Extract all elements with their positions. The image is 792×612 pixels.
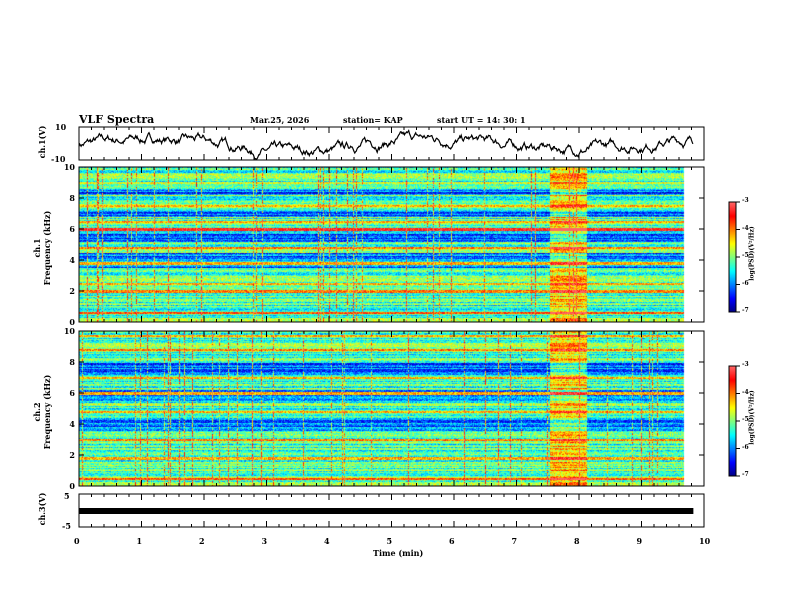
ch1-ylabel: ch.1(V) bbox=[37, 125, 47, 159]
colorbar-tick-label: -5 bbox=[742, 252, 749, 259]
x-tick-label: 10 bbox=[699, 536, 711, 546]
freq-ytick-label: 6 bbox=[69, 224, 75, 234]
x-tick-label: 0 bbox=[74, 536, 80, 546]
colorbar-tick-label: -6 bbox=[742, 279, 749, 287]
freq-ytick-label: 4 bbox=[69, 255, 75, 265]
ch2-spec-ylabel: ch.2 Frequency (kHz) bbox=[32, 372, 52, 452]
colorbar-tick-label: -4 bbox=[742, 388, 749, 396]
freq-ytick-label: 0 bbox=[69, 317, 75, 327]
ch3-ylabel: ch.3(V) bbox=[37, 492, 47, 526]
panel-frame-1 bbox=[78, 166, 705, 323]
ch2-colorbar bbox=[729, 366, 736, 476]
colorbar-frame bbox=[728, 365, 737, 477]
freq-ytick-label: 2 bbox=[69, 450, 75, 460]
colorbar-tick-label: -6 bbox=[742, 443, 749, 451]
ch2-spec-ylabel-channel: ch.2 bbox=[32, 402, 42, 422]
colorbar-tick-label: -7 bbox=[742, 471, 749, 478]
ch1-spec-ylabel: ch.1 Frequency (kHz) bbox=[32, 208, 52, 288]
ch1-ytick-label: -10 bbox=[51, 154, 66, 164]
ch1-waveform-line bbox=[78, 129, 694, 160]
colorbar-tick-label: -3 bbox=[742, 361, 749, 368]
colorbar-frame bbox=[728, 201, 737, 313]
panel-frame-2 bbox=[78, 330, 705, 487]
freq-ytick-label: 2 bbox=[69, 286, 75, 296]
ch2-spec-ylabel-freq: Frequency (kHz) bbox=[42, 374, 52, 450]
colorbar-tick-label: -5 bbox=[742, 416, 749, 423]
ch3-waveform-line bbox=[79, 508, 694, 514]
ch1-colorbar-label: log(PSD)(V²/Hz) bbox=[748, 226, 756, 281]
ch3-ytick-label: 5 bbox=[64, 491, 70, 501]
start-time-label: start UT = 14: 30: 1 bbox=[437, 115, 526, 125]
x-tick-label: 5 bbox=[386, 536, 393, 546]
station-label: station= KAP bbox=[343, 115, 403, 125]
x-tick-label: 7 bbox=[511, 536, 518, 546]
freq-ytick-label: 4 bbox=[69, 419, 75, 429]
colorbar-tick-label: -3 bbox=[742, 197, 749, 204]
x-tick-label: 1 bbox=[136, 536, 143, 546]
x-tick-label: 2 bbox=[199, 536, 205, 546]
figure-title: VLF Spectra bbox=[79, 113, 155, 126]
x-tick-label: 6 bbox=[449, 536, 455, 546]
ch2-colorbar-label: log(PSD)(V²/Hz) bbox=[748, 390, 756, 445]
ch1-spec-ylabel-channel: ch.1 bbox=[32, 238, 42, 258]
colorbar-tick-label: -7 bbox=[742, 307, 749, 314]
ch3-ytick-label: -5 bbox=[62, 521, 71, 531]
freq-ytick-label: 0 bbox=[69, 481, 75, 491]
ch1-spectrogram bbox=[79, 167, 694, 322]
ch1-spec-ylabel-freq: Frequency (kHz) bbox=[42, 210, 52, 286]
x-tick-label: 4 bbox=[324, 536, 330, 546]
freq-ytick-label: 10 bbox=[63, 326, 75, 336]
x-tick-label: 9 bbox=[636, 536, 643, 546]
freq-ytick-label: 8 bbox=[69, 357, 75, 367]
x-axis-label: Time (min) bbox=[373, 548, 424, 558]
freq-ytick-label: 6 bbox=[69, 388, 75, 398]
ch1-colorbar bbox=[729, 202, 736, 312]
x-tick-label: 8 bbox=[574, 536, 580, 546]
ch1-ytick-label: 10 bbox=[55, 122, 67, 132]
colorbar-tick-label: -4 bbox=[742, 224, 749, 232]
freq-ytick-label: 10 bbox=[63, 162, 75, 172]
x-tick-label: 3 bbox=[261, 536, 268, 546]
freq-ytick-label: 8 bbox=[69, 193, 75, 203]
ch2-spectrogram bbox=[79, 331, 694, 486]
date-label: Mar.25, 2026 bbox=[250, 115, 310, 125]
